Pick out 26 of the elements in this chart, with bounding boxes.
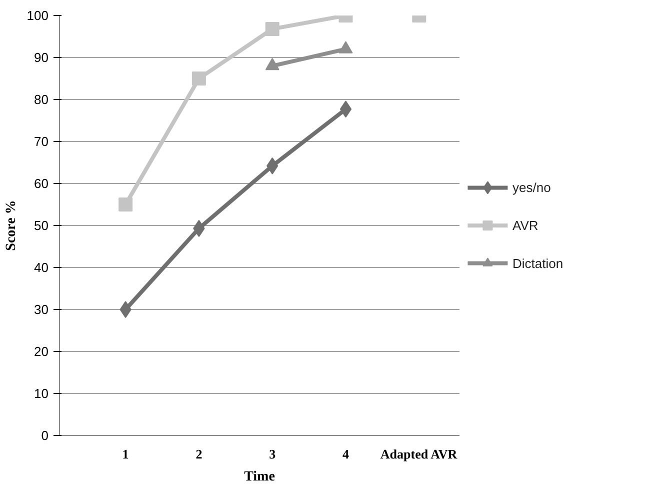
y-tick-label: 10: [34, 386, 49, 401]
y-tick-label: 60: [34, 176, 49, 191]
y-tick-label: 50: [34, 218, 49, 233]
point: [118, 198, 133, 212]
y-tick-label: 0: [41, 428, 49, 443]
x-tick-label: 3: [269, 446, 276, 462]
x-tick-label: 1: [122, 446, 129, 462]
point: [265, 22, 280, 36]
point: [120, 301, 132, 318]
legend-label: Dictation: [512, 256, 564, 271]
y-tick-label: 40: [34, 260, 49, 275]
point: [192, 72, 206, 86]
x-tick-label: 2: [196, 446, 202, 462]
point: [340, 100, 352, 118]
y-tick-label: 100: [26, 8, 49, 23]
y-tick-label: 80: [34, 92, 49, 107]
y-tick-label: 20: [34, 344, 49, 359]
legend-label: yes/no: [512, 180, 551, 196]
y-tick-label: 90: [34, 50, 49, 65]
x-tick-label: Adapted AVR: [380, 446, 458, 462]
x-axis-title: Time: [244, 470, 275, 484]
x-tick-label: 4: [342, 446, 350, 462]
y-tick-label: 30: [34, 302, 49, 317]
y-tick-label: 70: [34, 134, 49, 149]
y-axis-title: Score %: [4, 200, 19, 251]
legend-label: AVR: [512, 218, 538, 233]
